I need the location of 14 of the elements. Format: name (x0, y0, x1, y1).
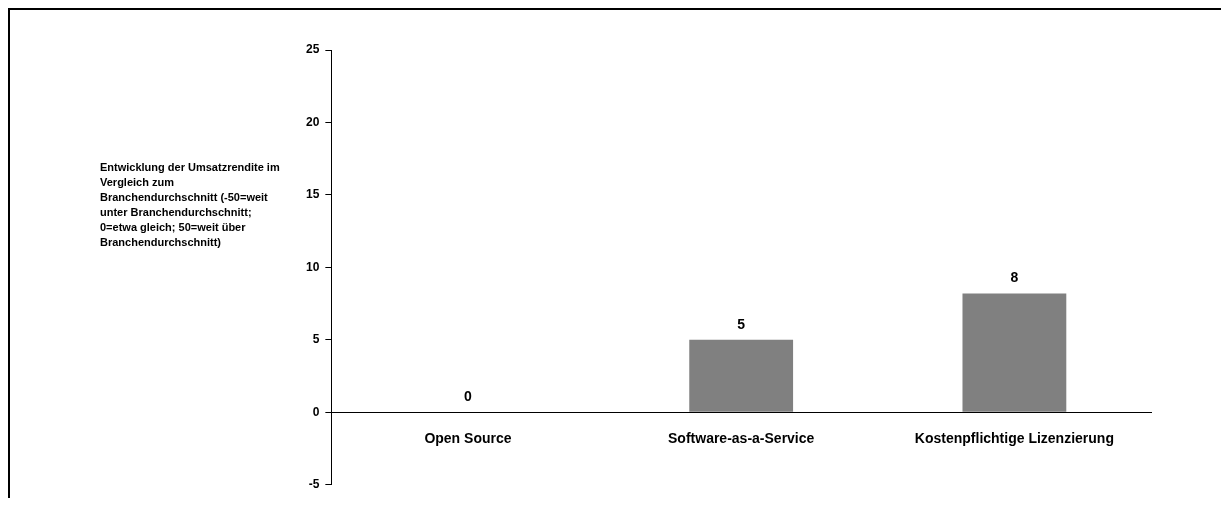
y-tick-label: 5 (312, 332, 320, 347)
x-tick-label: Kostenpflichtige Lizenzierung (914, 429, 1114, 446)
data-label: 0 (464, 388, 473, 405)
y-axis-title: Entwicklung der Umsatzrendite im Vergleich zum Branchendurchschnitt (-50=weit unter Branchendurchschnitt; 0=etwa gleich; 50=weit über Branchendurchschnitt) (100, 160, 280, 250)
data-label: 5 (737, 315, 746, 332)
x-tick-label: Software-as-a-Service (668, 429, 815, 446)
y-tick-label: 15 (305, 187, 320, 202)
y-tick-label: 0 (312, 404, 320, 419)
data-label: 8 (1010, 269, 1019, 286)
y-tick-label: 20 (305, 114, 320, 129)
y-tick-label: 10 (305, 259, 320, 274)
y-tick-label: -5 (308, 477, 320, 492)
y-tick-label: 25 (305, 42, 320, 57)
x-tick-label: Open Source (424, 429, 512, 446)
